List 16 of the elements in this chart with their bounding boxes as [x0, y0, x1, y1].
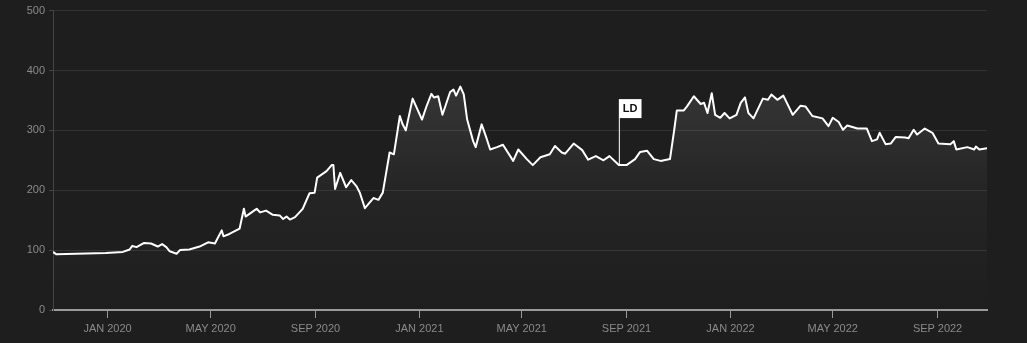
x-tick-label: MAY 2021: [496, 321, 547, 334]
x-tick-label: SEP 2021: [601, 321, 652, 334]
y-tick-label: 500: [26, 3, 45, 16]
x-tick-label: SEP 2020: [290, 321, 341, 334]
y-tick-label: 300: [26, 123, 45, 136]
x-tick-label: MAY 2022: [807, 321, 858, 334]
x-tick-label: JAN 2020: [83, 321, 132, 334]
y-tick-label: 100: [26, 243, 45, 256]
x-tick-label: JAN 2021: [395, 321, 444, 334]
y-tick-label: 200: [26, 183, 45, 196]
annotation: LD: [622, 101, 638, 114]
x-tick-label: SEP 2022: [912, 321, 963, 334]
y-tick-label: 0: [38, 303, 45, 316]
y-tick-label: 400: [26, 63, 45, 76]
x-tick-label: JAN 2022: [706, 321, 755, 334]
x-tick-label: MAY 2020: [185, 321, 236, 334]
